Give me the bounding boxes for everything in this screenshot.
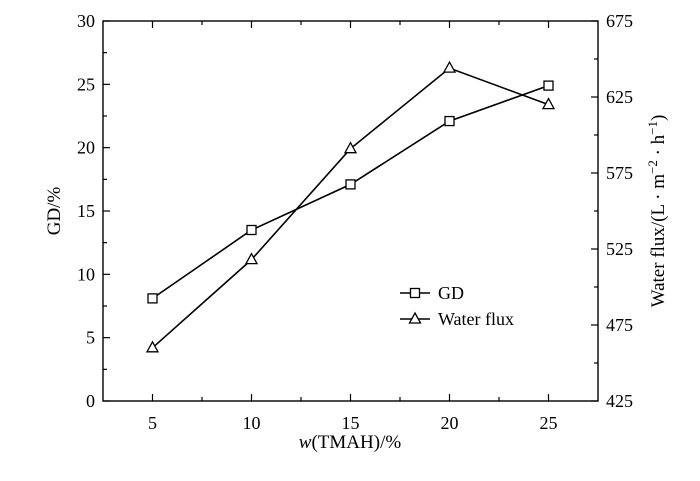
legend-item-water-flux: Water flux bbox=[400, 309, 514, 329]
data-point-water-flux bbox=[244, 252, 259, 265]
plot-frame bbox=[102, 20, 599, 402]
data-point-water-flux bbox=[541, 97, 556, 110]
series-line-gd bbox=[152, 84, 549, 300]
data-point-water-flux bbox=[442, 60, 457, 73]
series-layer bbox=[145, 60, 556, 353]
x-tick-label: 20 bbox=[441, 413, 459, 433]
x-tick-label: 25 bbox=[540, 413, 558, 433]
y-tick-label: 10 bbox=[77, 264, 95, 284]
legend-label-gd: GD bbox=[438, 283, 464, 303]
legend: GD Water flux bbox=[400, 283, 514, 329]
y2-tick-label: 475 bbox=[606, 315, 633, 335]
y2-tick-label: 625 bbox=[606, 87, 633, 107]
data-point-water-flux bbox=[145, 340, 160, 353]
legend-label-water-flux: Water flux bbox=[438, 309, 514, 329]
y-tick-label: 5 bbox=[86, 328, 95, 348]
y2-tick-label: 575 bbox=[606, 163, 633, 183]
y2-axis-label: Water flux/(L · m−2 · h−1) bbox=[645, 115, 669, 308]
y-axis-ticks: 0 5 10 15 20 25 30 bbox=[77, 11, 110, 411]
y2-tick-label: 425 bbox=[606, 391, 633, 411]
y-tick-label: 25 bbox=[77, 74, 95, 94]
y-tick-label: 0 bbox=[86, 391, 95, 411]
data-point-gd bbox=[246, 224, 257, 236]
y2-axis-ticks: 425 475 525 575 625 675 bbox=[591, 11, 633, 411]
y-tick-label: 30 bbox=[77, 11, 95, 31]
data-point-gd bbox=[345, 179, 356, 190]
x-tick-label: 10 bbox=[243, 413, 261, 433]
data-point-gd bbox=[444, 115, 455, 127]
y-tick-label: 20 bbox=[77, 138, 95, 158]
x-tick-label: 15 bbox=[342, 413, 360, 433]
data-point-water-flux bbox=[343, 141, 358, 154]
x-axis-label: w(TMAH)/% bbox=[299, 432, 402, 453]
data-point-gd bbox=[147, 293, 158, 304]
y-tick-label: 15 bbox=[77, 201, 95, 221]
y2-tick-label: 525 bbox=[606, 239, 633, 259]
x-tick-label: 5 bbox=[148, 413, 157, 433]
y2-tick-label: 675 bbox=[606, 11, 633, 31]
data-point-gd bbox=[543, 80, 554, 91]
series-line-water-flux bbox=[151, 67, 549, 349]
legend-item-gd: GD bbox=[400, 283, 464, 303]
y-axis-label: GD/% bbox=[44, 187, 65, 236]
x-axis-ticks: 5 10 15 20 25 bbox=[148, 21, 558, 433]
